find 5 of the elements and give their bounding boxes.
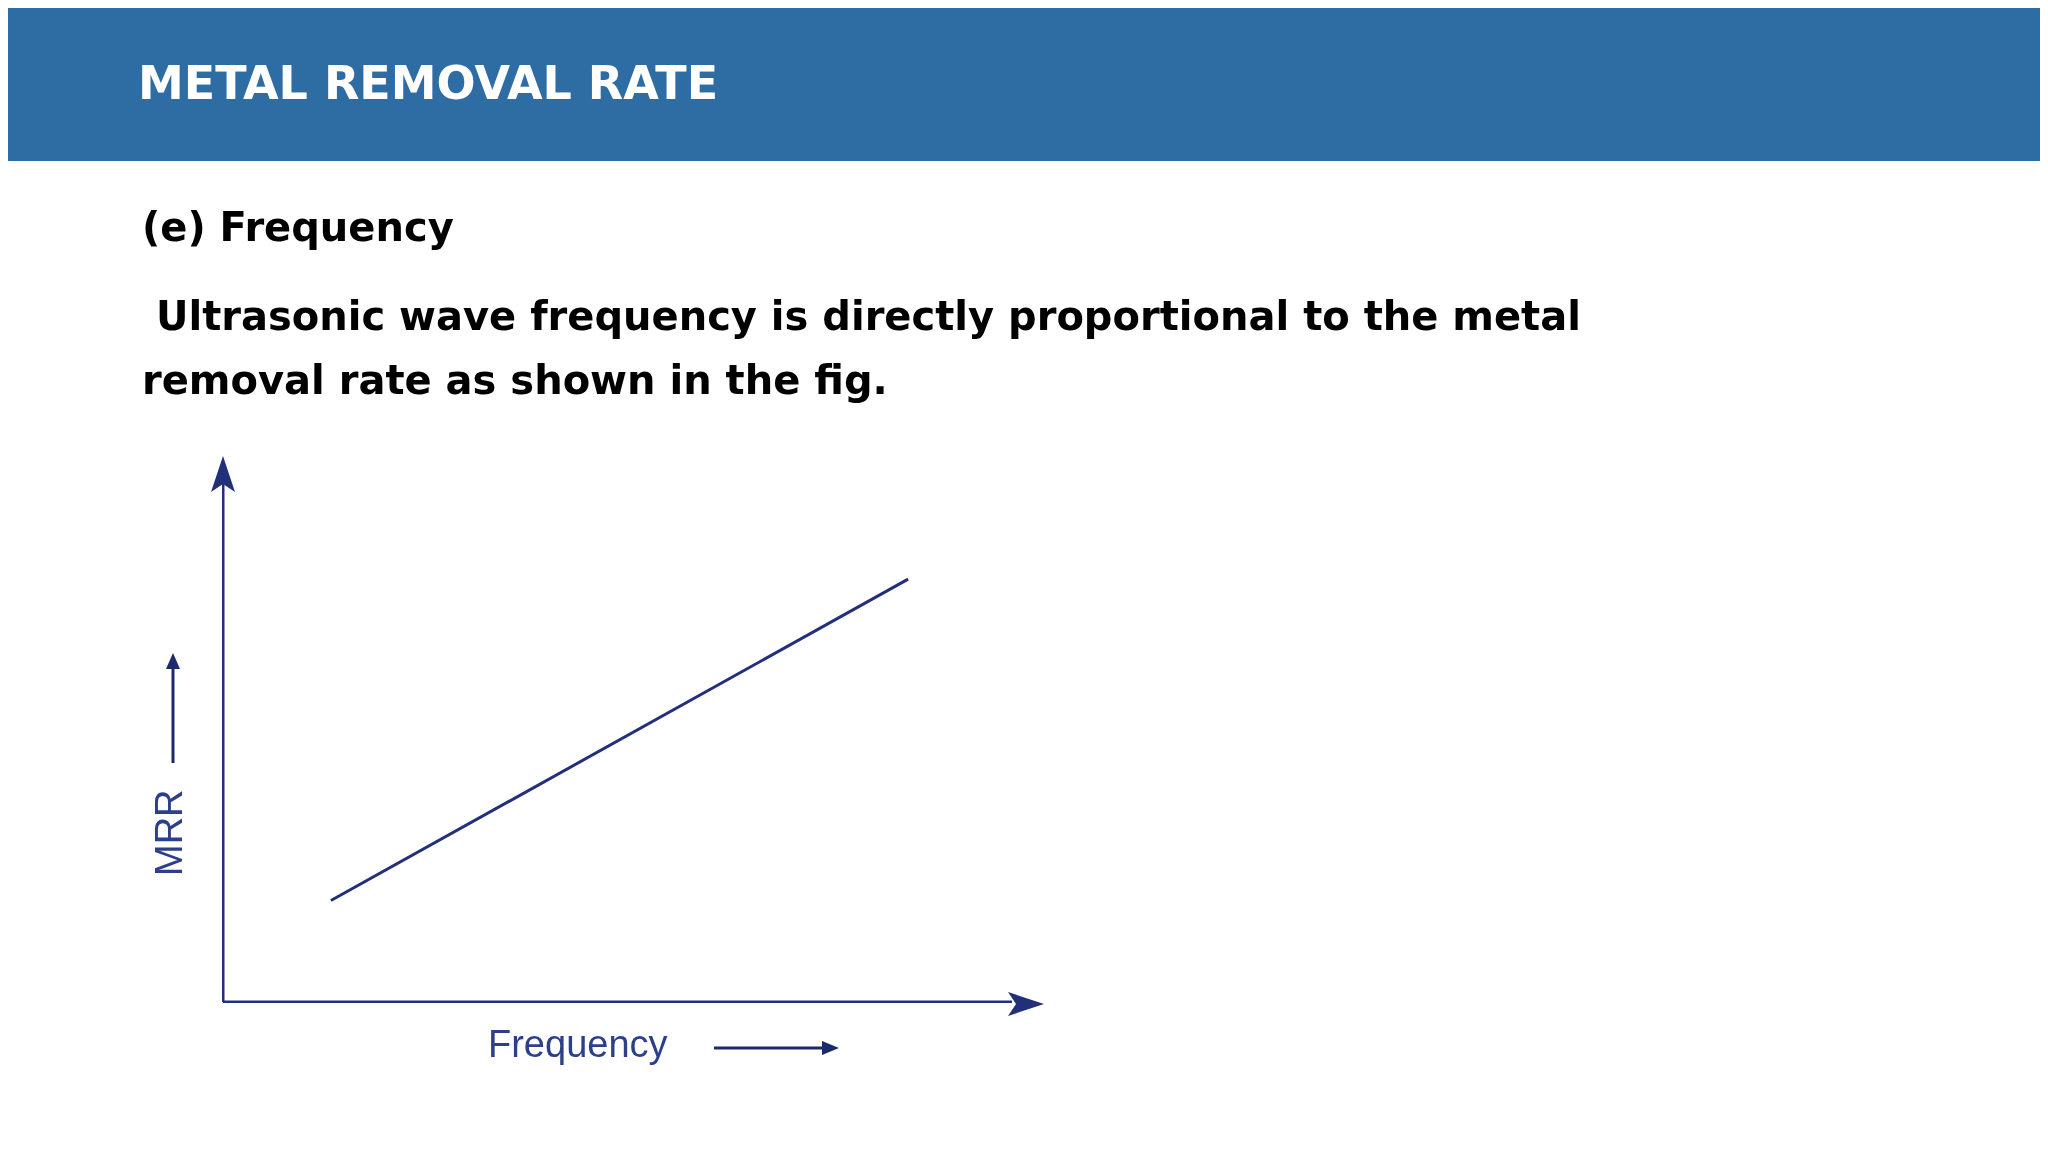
chart-subtitle: (e) Frequency (142, 204, 454, 250)
text: Ultrasonic wave frequency is directly proportional to the metal removal rate as shown in the fig. (142, 292, 1582, 405)
chart-title: METAL REMOVAL RATE (138, 56, 719, 110)
y-axis-title: MRR (148, 789, 191, 876)
x-axis-title: Frequency (488, 1023, 668, 1066)
